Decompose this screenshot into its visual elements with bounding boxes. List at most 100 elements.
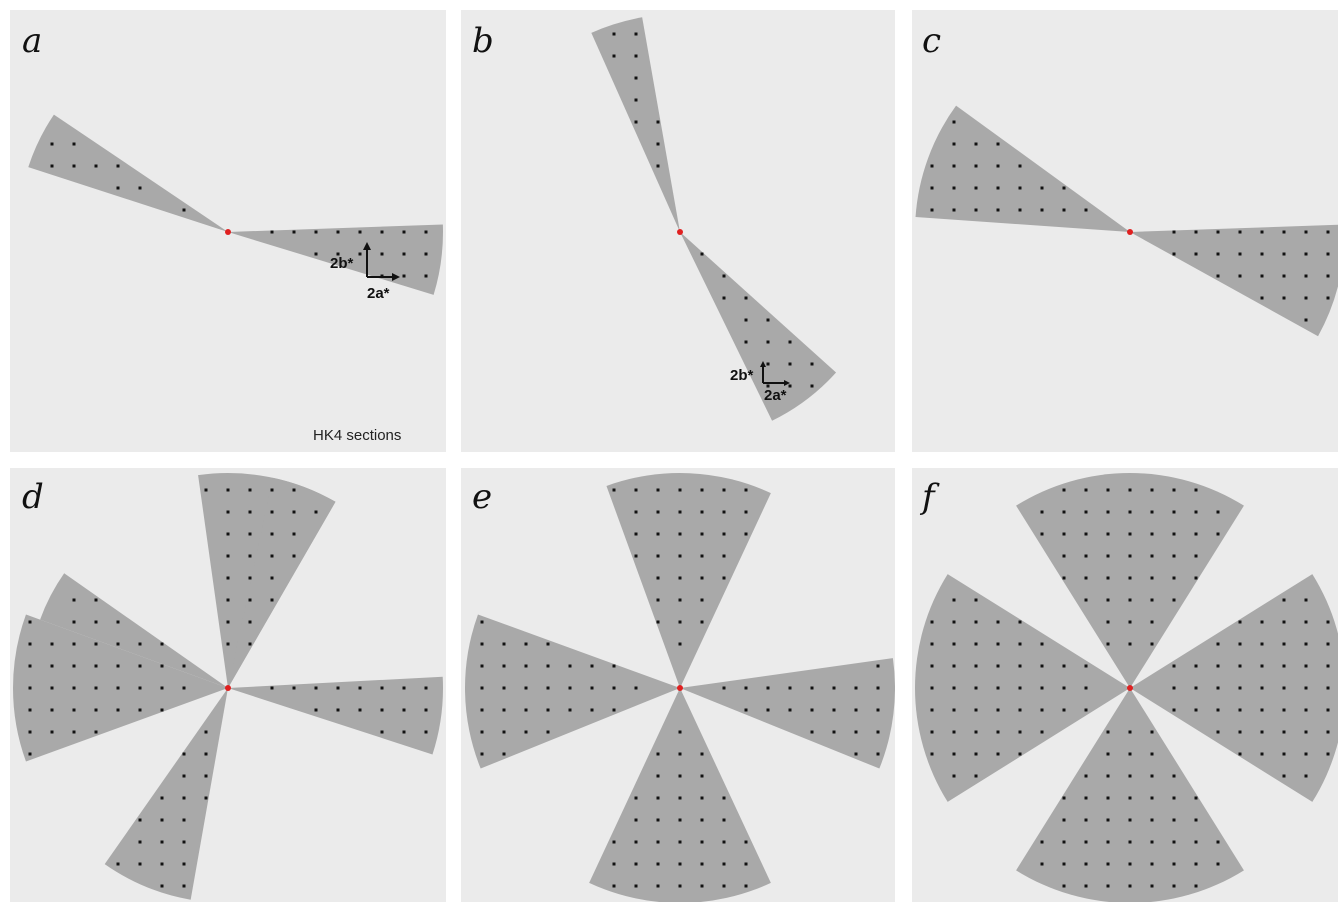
spot bbox=[161, 709, 164, 712]
spot bbox=[1173, 841, 1176, 844]
spot bbox=[1261, 687, 1264, 690]
spot bbox=[931, 209, 934, 212]
spot bbox=[657, 511, 660, 514]
spot bbox=[249, 599, 252, 602]
spot bbox=[657, 797, 660, 800]
spot bbox=[359, 253, 362, 256]
spot bbox=[1283, 665, 1286, 668]
spot bbox=[679, 863, 682, 866]
spot bbox=[613, 33, 616, 36]
spot bbox=[1151, 841, 1154, 844]
spot bbox=[161, 841, 164, 844]
spot bbox=[381, 231, 384, 234]
spot bbox=[1151, 643, 1154, 646]
spot bbox=[183, 885, 186, 888]
spot bbox=[547, 731, 550, 734]
spot bbox=[613, 885, 616, 888]
spot bbox=[679, 841, 682, 844]
spot bbox=[953, 687, 956, 690]
spot bbox=[1041, 841, 1044, 844]
spot bbox=[1173, 577, 1176, 580]
spot bbox=[1283, 297, 1286, 300]
spot bbox=[1063, 819, 1066, 822]
spot bbox=[117, 165, 120, 168]
spot bbox=[591, 687, 594, 690]
spot bbox=[271, 577, 274, 580]
spot bbox=[271, 231, 274, 234]
spot bbox=[1129, 643, 1132, 646]
spot bbox=[1173, 555, 1176, 558]
spot bbox=[293, 687, 296, 690]
spot bbox=[1085, 577, 1088, 580]
spot bbox=[723, 797, 726, 800]
spot bbox=[161, 687, 164, 690]
spot bbox=[613, 665, 616, 668]
spot bbox=[51, 665, 54, 668]
spot bbox=[1085, 665, 1088, 668]
spot bbox=[657, 863, 660, 866]
spot bbox=[1173, 665, 1176, 668]
spot bbox=[1195, 819, 1198, 822]
spot bbox=[657, 885, 660, 888]
spot bbox=[1085, 489, 1088, 492]
spot bbox=[1239, 621, 1242, 624]
spot bbox=[975, 621, 978, 624]
spot bbox=[425, 709, 428, 712]
spot bbox=[657, 121, 660, 124]
spot bbox=[1305, 687, 1308, 690]
spot bbox=[1195, 231, 1198, 234]
spot bbox=[1107, 643, 1110, 646]
spot bbox=[931, 621, 934, 624]
spot bbox=[789, 341, 792, 344]
spot bbox=[745, 687, 748, 690]
spot bbox=[679, 643, 682, 646]
spot bbox=[679, 731, 682, 734]
spot bbox=[359, 687, 362, 690]
spot bbox=[1261, 753, 1264, 756]
spot bbox=[1239, 709, 1242, 712]
spot bbox=[117, 863, 120, 866]
spot bbox=[183, 863, 186, 866]
spot bbox=[1261, 665, 1264, 668]
spot bbox=[359, 709, 362, 712]
spot bbox=[1151, 621, 1154, 624]
spot bbox=[1305, 665, 1308, 668]
spot bbox=[745, 341, 748, 344]
spot bbox=[227, 489, 230, 492]
spot bbox=[1129, 731, 1132, 734]
spot bbox=[1327, 253, 1330, 256]
spot bbox=[73, 643, 76, 646]
spot bbox=[701, 577, 704, 580]
spot bbox=[1129, 885, 1132, 888]
spot bbox=[29, 753, 32, 756]
spot bbox=[1173, 533, 1176, 536]
spot bbox=[1063, 797, 1066, 800]
spot bbox=[1107, 863, 1110, 866]
spot bbox=[1041, 709, 1044, 712]
spot bbox=[1195, 533, 1198, 536]
spot bbox=[1305, 297, 1308, 300]
spot bbox=[1041, 665, 1044, 668]
spot bbox=[975, 209, 978, 212]
spot bbox=[1107, 753, 1110, 756]
spot bbox=[1063, 489, 1066, 492]
spot bbox=[525, 709, 528, 712]
spot bbox=[569, 665, 572, 668]
spot bbox=[1239, 665, 1242, 668]
spot bbox=[997, 165, 1000, 168]
spot bbox=[1327, 231, 1330, 234]
spot bbox=[657, 555, 660, 558]
spot bbox=[481, 665, 484, 668]
spot bbox=[679, 555, 682, 558]
spot bbox=[997, 187, 1000, 190]
spot bbox=[953, 209, 956, 212]
spot bbox=[1107, 841, 1110, 844]
spot bbox=[1305, 599, 1308, 602]
spot bbox=[315, 687, 318, 690]
caption-note: HK4 sections bbox=[313, 427, 401, 444]
spot bbox=[1217, 665, 1220, 668]
spot bbox=[931, 665, 934, 668]
spot bbox=[95, 687, 98, 690]
spot bbox=[227, 533, 230, 536]
spot bbox=[1173, 511, 1176, 514]
